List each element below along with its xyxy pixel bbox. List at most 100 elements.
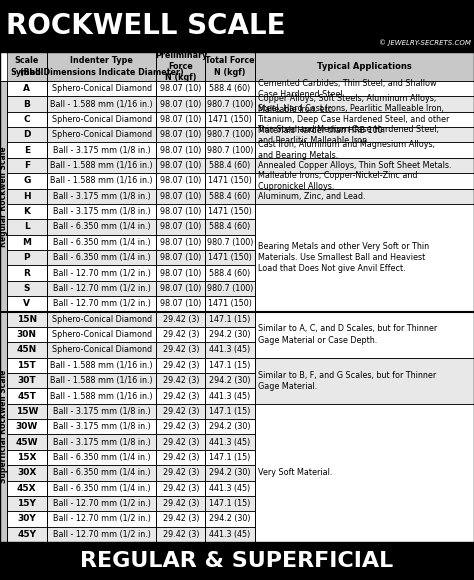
Bar xyxy=(205,527,255,542)
Text: V: V xyxy=(23,299,30,309)
Text: 45Y: 45Y xyxy=(18,530,36,539)
Bar xyxy=(7,389,47,404)
Text: Similar to A, C, and D Scales, but for Thinner
Gage Material or Case Depth.: Similar to A, C, and D Scales, but for T… xyxy=(257,324,437,345)
Bar xyxy=(47,481,156,496)
Bar xyxy=(47,250,156,266)
Text: 15W: 15W xyxy=(16,407,38,416)
Bar xyxy=(7,143,47,158)
Text: 98.07 (10): 98.07 (10) xyxy=(160,269,201,278)
Bar xyxy=(47,450,156,465)
Bar xyxy=(205,358,255,373)
Bar xyxy=(205,481,255,496)
Bar xyxy=(47,404,156,419)
Text: 980.7 (100): 980.7 (100) xyxy=(207,130,253,139)
Bar xyxy=(47,434,156,450)
Bar xyxy=(7,250,47,266)
Bar xyxy=(156,511,205,527)
Bar xyxy=(205,219,255,235)
Bar xyxy=(205,96,255,112)
Bar xyxy=(205,419,255,434)
Bar xyxy=(47,250,156,266)
Text: Ball - 12.70 mm (1/2 in.): Ball - 12.70 mm (1/2 in.) xyxy=(53,499,151,508)
Bar xyxy=(156,204,205,219)
Text: Ball - 6.350 mm (1/4 in.): Ball - 6.350 mm (1/4 in.) xyxy=(53,253,150,262)
Bar xyxy=(205,127,255,143)
Bar xyxy=(47,281,156,296)
Bar xyxy=(205,281,255,296)
Text: 29.42 (3): 29.42 (3) xyxy=(163,514,199,523)
Text: Copper Alloys, Soft Steels, Aluminum Alloys,
Malleable Iron, etc.: Copper Alloys, Soft Steels, Aluminum All… xyxy=(257,94,436,114)
Bar xyxy=(255,358,474,404)
Bar xyxy=(7,511,47,527)
Bar xyxy=(205,311,255,327)
Text: 45W: 45W xyxy=(16,438,38,447)
Bar xyxy=(7,266,47,281)
Bar xyxy=(205,204,255,219)
Text: Cemented Carbides, Thin Steel, and Shallow
Case Hardened Steel.: Cemented Carbides, Thin Steel, and Shall… xyxy=(257,79,436,99)
Text: 1471 (150): 1471 (150) xyxy=(208,253,252,262)
Bar xyxy=(255,173,474,188)
Bar xyxy=(255,127,474,143)
Bar xyxy=(7,296,47,311)
Text: Ball - 1.588 mm (1/16 in.): Ball - 1.588 mm (1/16 in.) xyxy=(50,161,153,170)
Bar xyxy=(255,143,474,158)
Text: A: A xyxy=(23,84,30,93)
Bar xyxy=(156,250,205,266)
Bar xyxy=(205,281,255,296)
Bar xyxy=(156,143,205,158)
Bar xyxy=(205,389,255,404)
Bar xyxy=(255,311,474,358)
Text: C: C xyxy=(24,115,30,124)
Text: Ball - 12.70 mm (1/2 in.): Ball - 12.70 mm (1/2 in.) xyxy=(53,269,151,278)
Bar xyxy=(47,266,156,281)
Text: 147.1 (15): 147.1 (15) xyxy=(210,407,251,416)
Text: 30X: 30X xyxy=(17,469,36,477)
Text: Ball - 6.350 mm (1/4 in.): Ball - 6.350 mm (1/4 in.) xyxy=(53,223,150,231)
Text: Ball - 12.70 mm (1/2 in.): Ball - 12.70 mm (1/2 in.) xyxy=(53,514,151,523)
Bar xyxy=(47,296,156,311)
Bar xyxy=(0,0,474,52)
Text: Superficial Rockwell Scale: Superficial Rockwell Scale xyxy=(0,370,8,484)
Text: 441.3 (45): 441.3 (45) xyxy=(210,438,251,447)
Text: 29.42 (3): 29.42 (3) xyxy=(163,346,199,354)
Text: 29.42 (3): 29.42 (3) xyxy=(163,438,199,447)
Bar xyxy=(255,112,474,127)
Text: 29.42 (3): 29.42 (3) xyxy=(163,361,199,370)
Bar xyxy=(47,143,156,158)
Text: 98.07 (10): 98.07 (10) xyxy=(160,223,201,231)
Text: Malleable Irons, Copper-Nickel-Zinc and
Cupronickel Alloys.: Malleable Irons, Copper-Nickel-Zinc and … xyxy=(257,171,417,191)
Text: Bearing Metals and other Very Soft or Thin
Materials. Use Smallest Ball and Heav: Bearing Metals and other Very Soft or Th… xyxy=(257,242,428,273)
Bar xyxy=(0,81,7,311)
Bar xyxy=(205,81,255,96)
Bar xyxy=(156,173,205,188)
Text: 29.42 (3): 29.42 (3) xyxy=(163,530,199,539)
Bar xyxy=(156,158,205,173)
Text: Sphero-Conical Diamond: Sphero-Conical Diamond xyxy=(52,315,152,324)
Bar xyxy=(156,96,205,112)
Bar xyxy=(255,112,474,127)
Text: Ball - 12.70 mm (1/2 in.): Ball - 12.70 mm (1/2 in.) xyxy=(53,284,151,293)
Bar xyxy=(156,127,205,143)
Text: 147.1 (15): 147.1 (15) xyxy=(210,361,251,370)
Bar xyxy=(156,373,205,389)
Bar xyxy=(205,235,255,250)
Bar xyxy=(7,127,47,143)
Bar xyxy=(47,127,156,143)
Text: 588.4 (60): 588.4 (60) xyxy=(210,84,251,93)
Bar xyxy=(7,81,47,96)
Bar xyxy=(7,373,47,389)
Text: 15N: 15N xyxy=(17,315,37,324)
Bar xyxy=(255,158,474,173)
Bar xyxy=(47,188,156,204)
Bar xyxy=(205,311,255,327)
Bar xyxy=(156,327,205,342)
Bar xyxy=(255,52,474,81)
Text: 441.3 (45): 441.3 (45) xyxy=(210,346,251,354)
Bar xyxy=(7,52,47,81)
Bar xyxy=(205,143,255,158)
Bar xyxy=(47,465,156,481)
Bar xyxy=(7,434,47,450)
Text: S: S xyxy=(24,284,30,293)
Text: 588.4 (60): 588.4 (60) xyxy=(210,161,251,170)
Bar xyxy=(255,143,474,158)
